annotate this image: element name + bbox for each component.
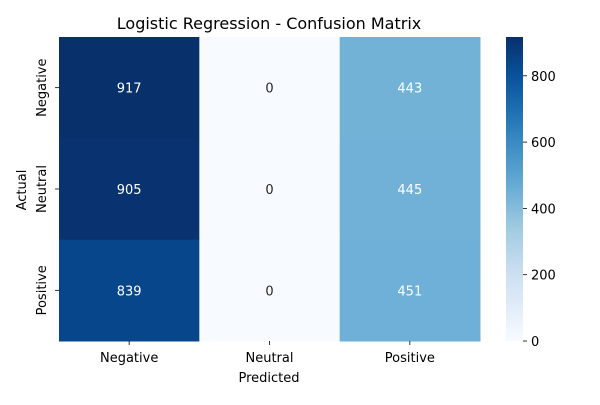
x-tick-label: Positive <box>385 351 435 366</box>
y-axis-label: Actual <box>15 170 30 211</box>
x-tick-label: Negative <box>100 351 158 366</box>
heatmap-cell <box>199 138 341 241</box>
y-tick-label: Negative <box>35 58 50 116</box>
heatmap-cell <box>199 37 341 139</box>
x-axis-ticks: Negative Neutral Positive <box>100 341 435 366</box>
heatmap-cell <box>339 138 481 241</box>
colorbar-tick-label: 400 <box>531 202 556 217</box>
colorbar-tick-label: 200 <box>531 269 556 284</box>
heatmap-cell <box>59 138 200 241</box>
heatmap-cell <box>59 37 200 139</box>
cell-value-label: 451 <box>397 284 422 299</box>
cell-value-label: 917 <box>117 82 142 97</box>
heatmap-cell-labels: 917 0 443 905 0 445 839 0 451 <box>117 82 422 300</box>
cell-value-label: 839 <box>117 284 142 299</box>
x-axis-label: Predicted <box>238 371 299 386</box>
heatmap-cells <box>59 37 481 342</box>
heatmap-cell <box>59 239 200 342</box>
x-tick-label: Neutral <box>246 351 294 366</box>
colorbar-tick-label: 600 <box>531 136 556 151</box>
colorbar-tick-label: 0 <box>531 335 539 350</box>
cell-value-label: 0 <box>265 183 273 198</box>
cell-value-label: 445 <box>397 183 422 198</box>
colorbar-tick-label: 800 <box>531 70 556 85</box>
y-tick-label: Neutral <box>35 165 50 213</box>
heatmap-cell <box>339 37 481 139</box>
cell-value-label: 905 <box>117 183 142 198</box>
y-tick-label: Positive <box>35 265 50 315</box>
heatmap-cell <box>199 239 341 342</box>
cell-value-label: 0 <box>265 82 273 97</box>
heatmap-cell <box>339 239 481 342</box>
colorbar-ticks: 0 200 400 600 800 <box>523 70 556 350</box>
colorbar <box>506 37 523 341</box>
cell-value-label: 0 <box>265 284 273 299</box>
y-axis-ticks: Negative Neutral Positive <box>35 58 59 315</box>
cell-value-label: 443 <box>397 82 422 97</box>
chart-title: Logistic Regression - Confusion Matrix <box>117 14 421 33</box>
